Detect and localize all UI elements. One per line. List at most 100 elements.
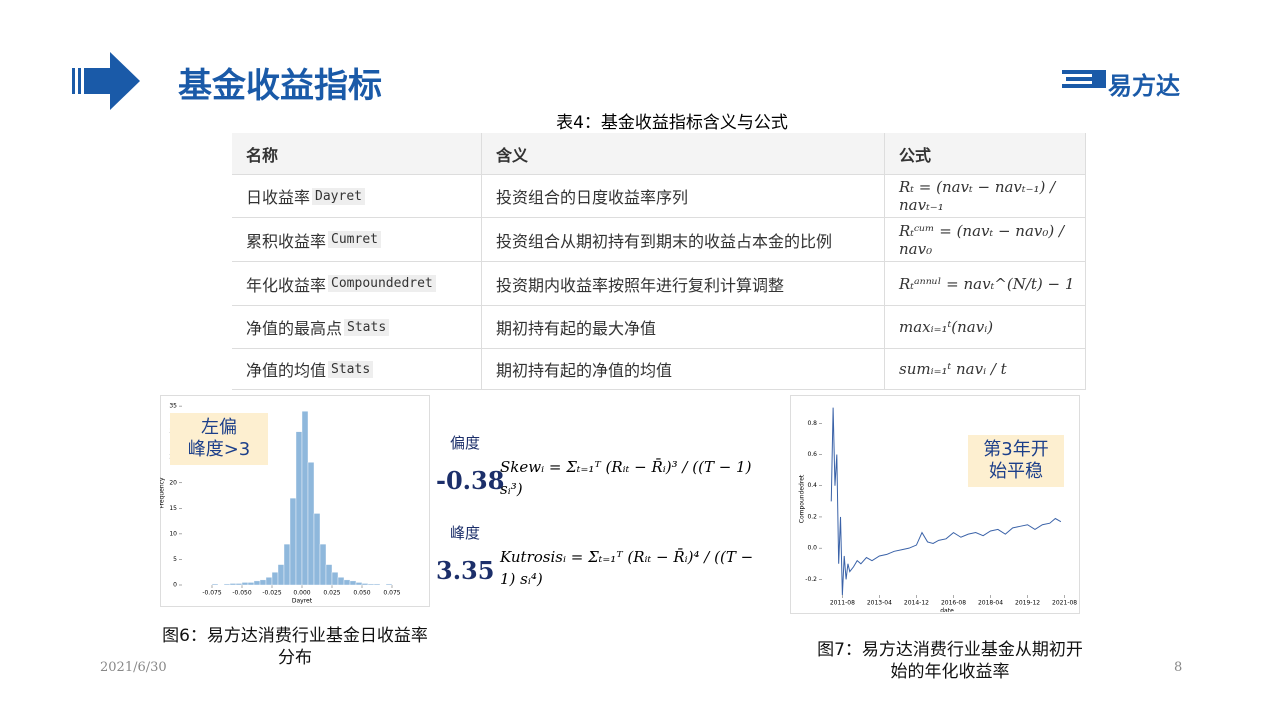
name-cell: 累积收益率 Cumret [232, 218, 482, 262]
logo-mark [1062, 70, 1106, 88]
bar [259, 579, 267, 586]
y-tick-label: 0.4 [807, 482, 817, 489]
x-tick-label: 2013-04 [867, 600, 892, 607]
y-tick-label: 5 [173, 556, 177, 563]
x-tick-label: -0.075 [202, 590, 222, 597]
bar [337, 577, 345, 586]
x-tick-label: 0.050 [353, 590, 370, 597]
bar [367, 583, 375, 586]
bar [295, 431, 303, 586]
metric-code: Compoundedret [328, 275, 436, 292]
annotation-line: 峰度>3 [187, 439, 251, 460]
stat-value: 3.35 [436, 556, 495, 585]
bar [373, 583, 381, 586]
metric-code: Stats [328, 360, 374, 378]
header-cell: 公式 [885, 133, 1086, 175]
name-cell: 日收益率 Dayret [232, 175, 482, 218]
x-tick-label: -0.025 [262, 590, 282, 597]
y-tick-label: 35 [169, 403, 177, 410]
metric-name: 净值的均值 [246, 361, 327, 380]
header-cell: 名称 [232, 133, 482, 175]
annotation-line: 第3年开 [983, 439, 1049, 460]
formula-cell: Rₜᶜᵘᵐ = (navₜ − nav₀) / nav₀ [885, 218, 1086, 262]
x-tick-label: 2016-08 [941, 600, 966, 607]
bar [343, 579, 351, 586]
name-cell: 年化收益率 Compoundedret [232, 262, 482, 306]
x-axis-label: Dayret [292, 598, 313, 605]
stat-label: 峰度 [450, 524, 481, 542]
y-axis-label: Compoundedret [799, 474, 806, 523]
bar [301, 411, 309, 586]
annotation: 左偏 峰度>3 [170, 413, 268, 465]
metric-code: Cumret [328, 231, 381, 248]
figure-frame [790, 395, 1080, 614]
bar [319, 543, 327, 586]
x-tick-label: 2018-04 [978, 600, 1003, 607]
table-caption: 表4：基金收益指标含义与公式 [556, 113, 788, 133]
line-chart: -0.2 0.0 0.2 0.4 0.6 0.8 2011-08 2013-04 2014-12… [799, 407, 1077, 613]
figure-caption: 图6：易方达消费行业基金日收益率 分布 [130, 625, 460, 669]
y-tick-label: 10 [169, 530, 177, 537]
x-tick-label: 0.075 [383, 590, 400, 597]
histogram: 05101520253035-0.075-0.050-0.0250.0000.0… [160, 403, 401, 605]
metric-name: 日收益率 [246, 188, 311, 207]
stat-formula: Skewᵢ = Σₜ₌₁ᵀ (Rᵢₜ − R̄ᵢ)³ / ((T − 1) sᵢ… [500, 458, 752, 498]
meaning-cell: 期初持有起的最大净值 [482, 306, 885, 349]
bar [331, 572, 339, 586]
caption-line: 图7：易方达消费行业基金从期初开 [817, 640, 1083, 660]
page-number: 8 [1174, 660, 1183, 675]
y-tick-label: 0.8 [807, 420, 817, 427]
annotation-line: 左偏 [201, 417, 237, 438]
bar [289, 497, 297, 586]
x-tick-label: 2021-08 [1052, 600, 1077, 607]
meaning-cell: 投资期内收益率按照年进行复利计算调整 [482, 262, 885, 306]
bar [229, 583, 237, 586]
bar [361, 583, 369, 586]
x-tick-label: -0.050 [232, 590, 252, 597]
y-axis-label: Frequency [160, 477, 166, 508]
metric-name: 累积收益率 [246, 231, 327, 251]
title-arrow [72, 52, 140, 110]
x-axis-label: date [940, 608, 954, 613]
annotation: 第3年开 始平稳 [968, 435, 1064, 487]
logo: 易方达 [1108, 72, 1180, 100]
bar [271, 572, 279, 586]
caption-line: 始的年化收益率 [890, 662, 1010, 682]
bar [265, 577, 273, 586]
bar [313, 513, 321, 586]
x-tick-label: 2019-12 [1015, 600, 1040, 607]
y-tick-label: -0.2 [805, 576, 817, 583]
y-tick-label: 0.6 [807, 451, 817, 458]
formula-cell: maxᵢ₌₁ᵗ(navᵢ) [885, 306, 1086, 349]
bar [223, 583, 231, 586]
y-tick-label: 0.0 [807, 545, 817, 552]
bar [277, 564, 285, 586]
metric-name: 年化收益率 [246, 275, 327, 295]
bar [385, 583, 393, 586]
y-tick-label: 20 [169, 479, 177, 486]
bar [283, 543, 291, 586]
title: 基金收益指标 [178, 66, 382, 106]
header-cell: 含义 [482, 133, 885, 175]
caption-line: 图6：易方达消费行业基金日收益率 [162, 626, 428, 646]
figure-frame [160, 395, 430, 607]
meaning-cell: 投资组合的日度收益率序列 [482, 175, 885, 218]
annotation-line: 始平稳 [989, 461, 1043, 482]
formula-cell: sumᵢ₌₁ᵗ navᵢ / t [885, 349, 1086, 390]
line [830, 407, 1062, 596]
name-cell: 净值的最高点 Stats [232, 306, 482, 349]
x-tick-label: 0.025 [323, 590, 340, 597]
bar [253, 580, 261, 586]
stat-formula: Kutrosisᵢ = Σₜ₌₁ᵀ (Rᵢₜ − R̄ᵢ)⁴ / ((T − 1… [500, 548, 754, 588]
bar [247, 582, 255, 586]
stat-label: 偏度 [450, 434, 481, 452]
metric-name: 净值的最高点 [246, 319, 343, 338]
meaning-cell: 投资组合从期初持有到期末的收益占本金的比例 [482, 218, 885, 262]
y-tick-label: 15 [169, 505, 177, 512]
caption-line: 分布 [278, 648, 312, 668]
y-tick-label: 0 [173, 582, 177, 589]
bar [241, 582, 249, 586]
name-cell: 净值的均值 Stats [232, 349, 482, 390]
formula-cell: Rₜᵃⁿⁿᵘˡ = navₜ^(N/t) − 1 [885, 262, 1086, 306]
